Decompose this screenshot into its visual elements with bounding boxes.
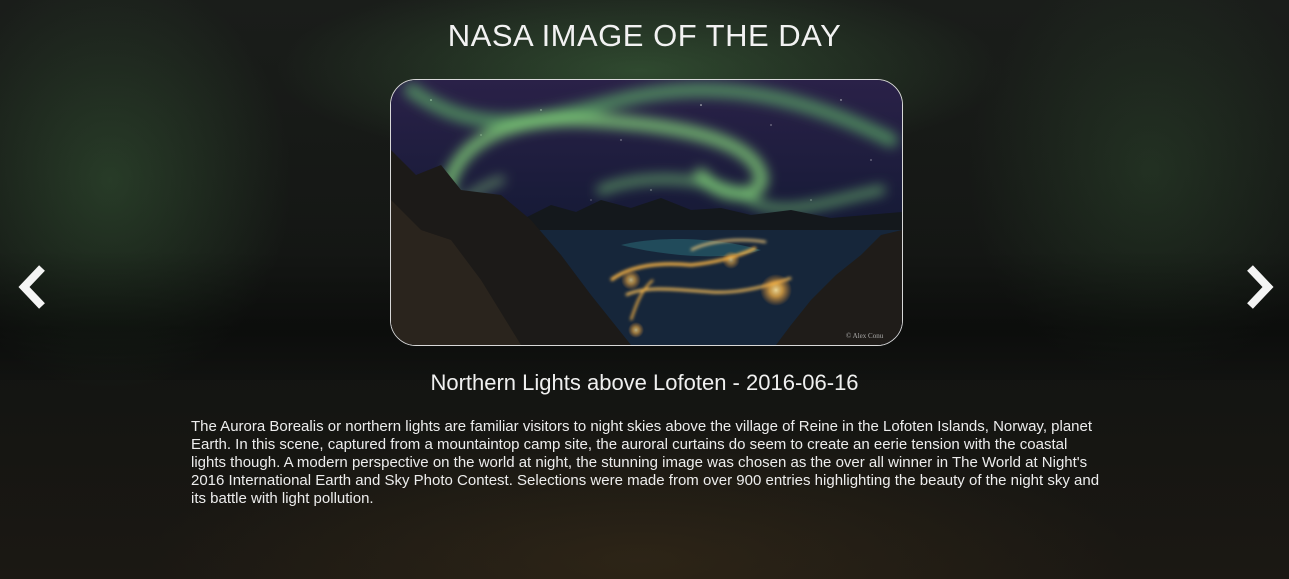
photo-credit: © Alex Conu: [846, 332, 884, 340]
chevron-left-icon: [18, 265, 45, 309]
image-description: The Aurora Borealis or northern lights a…: [191, 418, 1100, 507]
image-date: 2016-06-16: [746, 370, 859, 395]
chevron-right-icon: [1247, 265, 1274, 309]
image-caption: Northern Lights above Lofoten - 2016-06-…: [0, 370, 1289, 396]
caption-separator: -: [726, 370, 746, 395]
page-title: NASA IMAGE OF THE DAY: [447, 18, 842, 53]
image-title: Northern Lights above Lofoten: [430, 370, 727, 395]
next-button[interactable]: [1240, 262, 1276, 312]
aurora-photo: © Alex Conu: [391, 80, 902, 345]
previous-button[interactable]: [16, 262, 52, 312]
featured-image: © Alex Conu: [390, 79, 903, 346]
